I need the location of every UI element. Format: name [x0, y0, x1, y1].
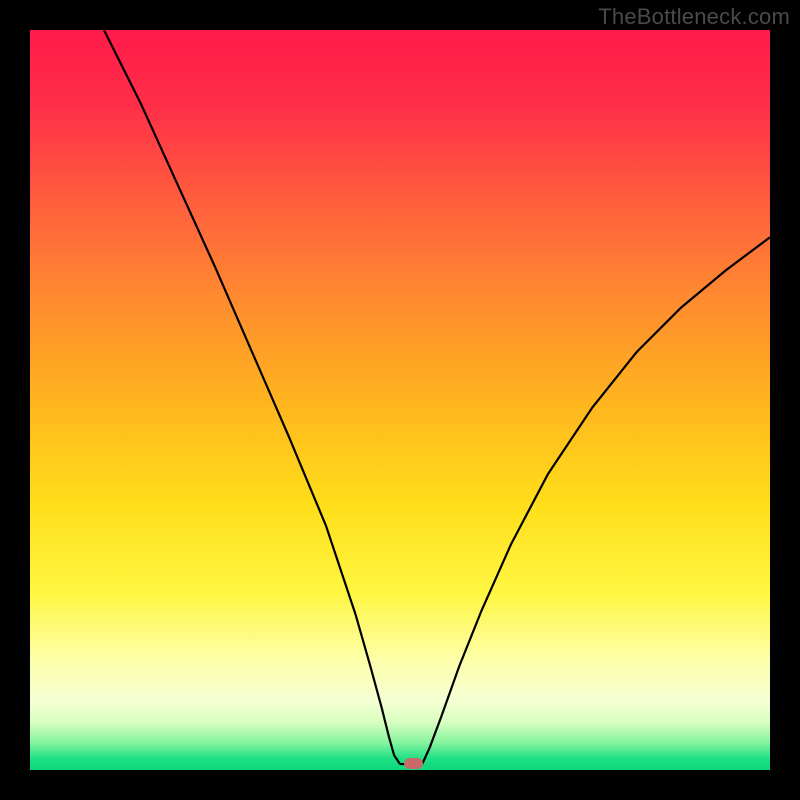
min-marker — [404, 758, 423, 768]
watermark-text: TheBottleneck.com — [598, 4, 790, 30]
curve-left-branch — [104, 30, 400, 764]
plot-area — [30, 30, 770, 770]
curve-right-branch — [422, 237, 770, 764]
canvas: TheBottleneck.com — [0, 0, 800, 800]
bottleneck-curve — [30, 30, 770, 770]
